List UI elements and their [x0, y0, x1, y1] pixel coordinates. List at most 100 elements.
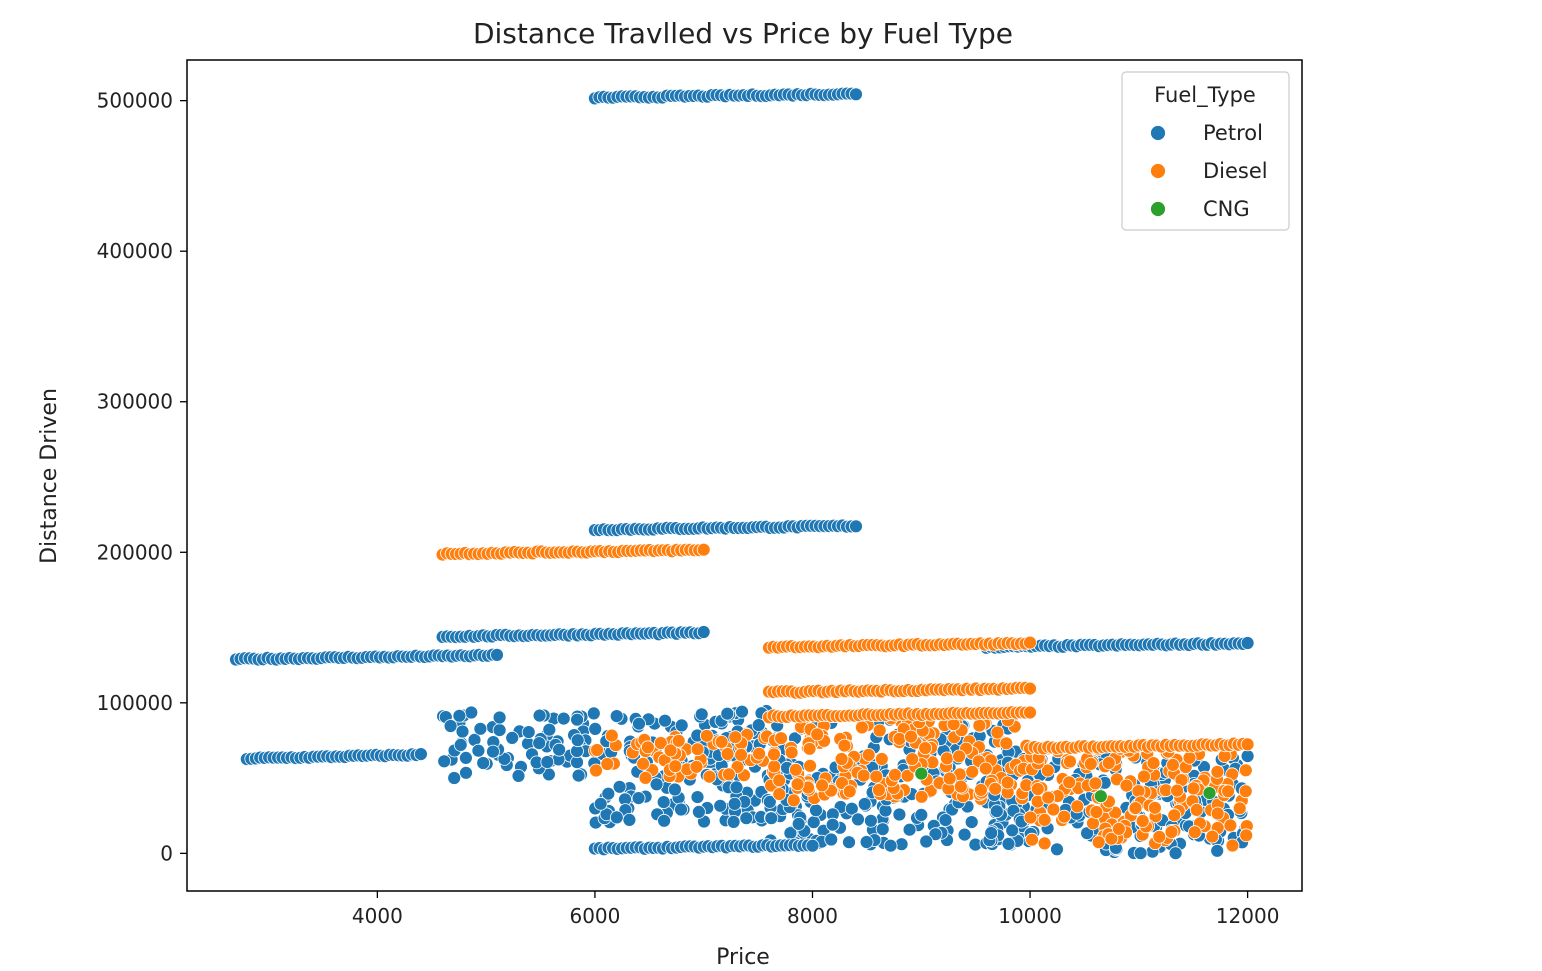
petrol-point — [540, 755, 555, 769]
petrol-point — [609, 709, 624, 723]
diesel-point — [942, 771, 957, 786]
petrol-point — [751, 718, 766, 732]
petrol-point — [1005, 823, 1020, 838]
petrol-point — [849, 519, 863, 534]
diesel-point — [1062, 775, 1077, 790]
petrol-point — [764, 811, 779, 826]
petrol-point — [694, 707, 709, 722]
diesel-point — [1137, 769, 1151, 784]
chart-title: Distance Travlled vs Price by Fuel Type — [473, 17, 1013, 50]
petrol-point — [471, 743, 486, 758]
petrol-point — [657, 813, 671, 828]
diesel-point — [788, 762, 803, 777]
petrol-point — [656, 795, 671, 809]
diesel-point — [767, 759, 782, 774]
legend: Fuel_Type Petrol Diesel CNG — [1121, 71, 1290, 231]
diesel-point — [752, 746, 766, 761]
x-tick-label: 8000 — [787, 904, 838, 928]
petrol-point — [762, 795, 777, 809]
petrol-point — [570, 733, 585, 748]
petrol-point — [556, 711, 571, 726]
petrol-point — [989, 804, 1004, 819]
diesel-point — [668, 759, 683, 774]
diesel-point — [720, 747, 735, 761]
petrol-point — [601, 786, 616, 801]
diesel-point — [1023, 810, 1038, 825]
diesel-point — [1030, 782, 1045, 796]
petrol-point — [464, 705, 479, 720]
petrol-point — [452, 708, 467, 723]
diesel-point — [810, 727, 825, 742]
diesel-point — [589, 763, 603, 778]
diesel-point — [1205, 829, 1220, 844]
petrol-point — [928, 827, 943, 842]
diesel-point — [1167, 808, 1182, 823]
legend-label-cng: CNG — [1203, 197, 1250, 221]
petrol-point — [919, 834, 934, 849]
petrol-point — [609, 810, 624, 825]
diesel-point — [952, 749, 966, 764]
petrol-point — [735, 704, 749, 719]
y-tick-label: 300000 — [97, 390, 173, 414]
petrol-point — [532, 708, 547, 723]
diesel-point — [1148, 800, 1162, 815]
diesel-point — [1238, 784, 1253, 799]
diesel-point — [1210, 806, 1225, 821]
petrol-point — [844, 801, 859, 816]
data-points — [229, 86, 1255, 861]
diesel-point — [1128, 801, 1143, 815]
petrol-point — [727, 797, 742, 811]
diesel-point — [1164, 825, 1179, 839]
diesel-point — [888, 767, 902, 782]
petrol-point — [521, 725, 536, 739]
diesel-point — [1023, 635, 1037, 650]
diesel-point — [918, 741, 933, 755]
diesel-point — [699, 728, 714, 743]
y-tick-label: 0 — [160, 841, 173, 865]
petrol-point — [458, 751, 473, 765]
petrol-point — [552, 742, 566, 757]
petrol-point — [542, 722, 557, 737]
diesel-point — [1057, 809, 1072, 824]
diesel-point — [869, 769, 884, 784]
diesel-point — [1221, 784, 1235, 799]
legend-marker-cng — [1150, 201, 1166, 217]
petrol-point — [455, 724, 470, 739]
diesel-point — [1101, 756, 1116, 770]
petrol-point — [612, 779, 627, 794]
diesel-point — [1146, 756, 1161, 770]
diesel-point — [1088, 776, 1103, 791]
petrol-point — [632, 716, 646, 731]
petrol-point — [964, 815, 979, 829]
petrol-point — [824, 832, 839, 847]
petrol-point — [437, 754, 452, 769]
petrol-point — [447, 771, 462, 785]
petrol-point — [857, 797, 872, 811]
petrol-point — [586, 706, 601, 721]
petrol-point — [413, 747, 428, 761]
petrol-point — [492, 710, 507, 725]
petrol-point — [739, 811, 754, 826]
diesel-point — [636, 756, 650, 771]
petrol-point — [729, 780, 744, 795]
petrol-point — [486, 744, 500, 759]
petrol-point — [859, 835, 874, 849]
diesel-point — [1037, 813, 1052, 827]
petrol-point — [957, 827, 972, 842]
diesel-point — [1239, 828, 1254, 843]
diesel-point — [772, 773, 787, 788]
petrol-point — [720, 706, 735, 721]
diesel-point — [1091, 835, 1106, 850]
cng-point — [1202, 786, 1217, 800]
petrol-point — [1050, 842, 1064, 857]
y-tick-label: 500000 — [97, 89, 173, 113]
diesel-point — [1232, 801, 1247, 816]
diesel-point — [990, 725, 1005, 740]
diesel-point — [1110, 772, 1124, 787]
diesel-point — [855, 720, 869, 735]
diesel-point — [702, 769, 717, 784]
diesel-point — [653, 736, 668, 750]
diesel-point — [774, 731, 788, 746]
petrol-point — [938, 813, 953, 827]
